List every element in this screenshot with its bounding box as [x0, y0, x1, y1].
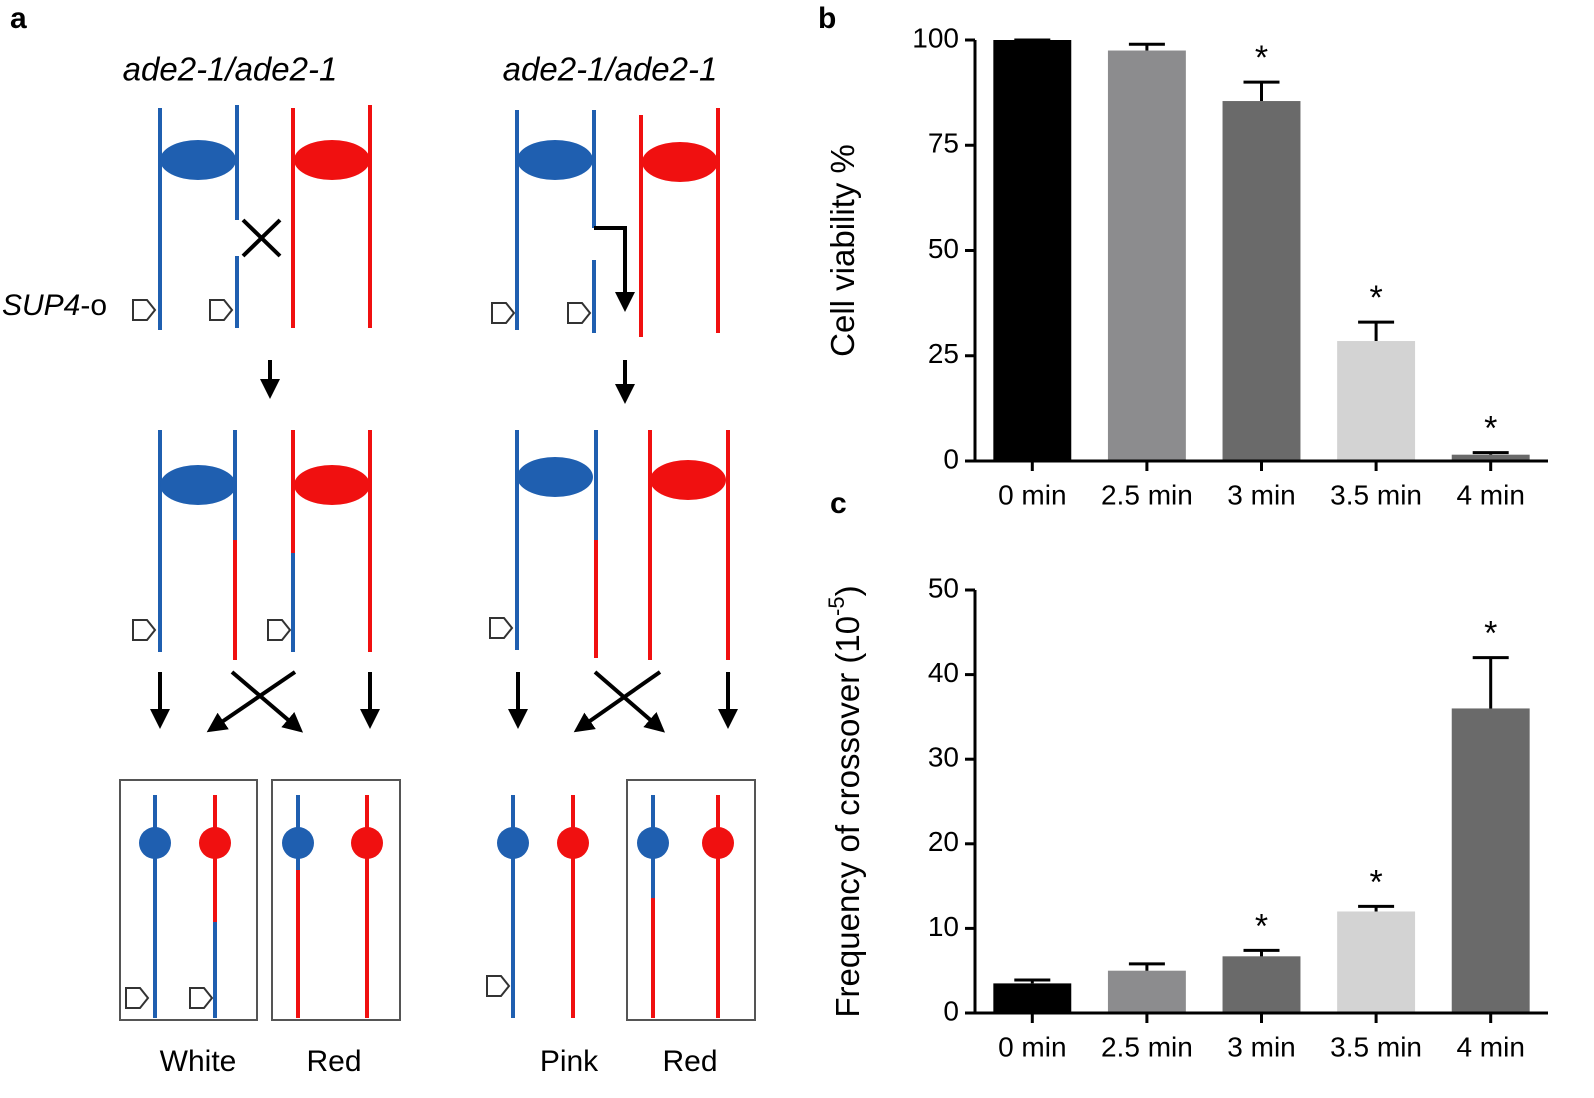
- bar: [1451, 708, 1530, 1013]
- x-tick-label: 0 min: [998, 479, 1066, 510]
- y-axis-label-part: Frequency of crossover (10: [829, 616, 866, 1018]
- y-tick-label: 100: [912, 22, 959, 53]
- error-bar: [1358, 904, 1395, 912]
- y-tick-label: 20: [928, 826, 959, 857]
- outcome-label: White: [160, 1045, 237, 1078]
- outcome-label: Red: [306, 1045, 361, 1078]
- bar: [1337, 911, 1416, 1013]
- bar: [1107, 50, 1186, 462]
- error-bar: [1243, 948, 1280, 957]
- bar: [1222, 956, 1301, 1013]
- significance-mark: *: [1255, 907, 1268, 945]
- panel-label: c: [830, 487, 847, 520]
- y-tick-label: 0: [943, 443, 959, 474]
- y-tick-label: 75: [928, 128, 959, 159]
- y-axis-label-part: -5: [824, 596, 849, 616]
- y-tick-label: 40: [928, 657, 959, 688]
- bar: [1337, 341, 1416, 461]
- x-tick-label: 4 min: [1456, 1031, 1524, 1062]
- x-tick-label: 2.5 min: [1101, 1031, 1193, 1062]
- panel-label: a: [10, 2, 27, 35]
- diagram-title: ade2-1/ade2-1: [123, 51, 338, 88]
- x-tick-label: 4 min: [1456, 479, 1524, 510]
- y-axis-label: Cell viability %: [824, 144, 861, 357]
- diagram: ade2-1/ade2-1 ade2-1/ade2-1 SUP4-o: [2, 51, 756, 1078]
- significance-mark: *: [1484, 615, 1497, 653]
- y-tick-label: 0: [943, 995, 959, 1026]
- significance-mark: *: [1484, 410, 1497, 448]
- bar: [993, 40, 1072, 461]
- x-tick-label: 3.5 min: [1330, 479, 1422, 510]
- bar: [993, 983, 1072, 1013]
- diagram-title: ade2-1/ade2-1: [503, 51, 718, 88]
- bar: [1107, 970, 1186, 1013]
- marker-label: SUP4-o: [2, 289, 107, 322]
- y-axis-label: Frequency of crossover (10-5): [824, 585, 866, 1017]
- significance-mark: *: [1369, 279, 1382, 317]
- x-tick-label: 0 min: [998, 1031, 1066, 1062]
- error-bar: [1472, 451, 1509, 455]
- bar: [1222, 101, 1301, 462]
- significance-mark: *: [1369, 863, 1382, 901]
- y-axis-label-part: ): [829, 585, 866, 596]
- x-tick-label: 3 min: [1227, 1031, 1295, 1062]
- x-tick-label: 3.5 min: [1330, 1031, 1422, 1062]
- bar: [1451, 454, 1530, 461]
- error-bar: [1472, 656, 1509, 709]
- error-bar: [1128, 42, 1165, 51]
- error-bar: [1128, 962, 1165, 971]
- error-bar: [1243, 80, 1280, 102]
- y-tick-label: 10: [928, 911, 959, 942]
- error-bar: [1358, 320, 1395, 342]
- significance-mark: *: [1255, 39, 1268, 77]
- outcome-label: Pink: [540, 1045, 599, 1078]
- panel-label: b: [818, 2, 836, 35]
- y-axis-label-part: Cell viability %: [824, 144, 861, 357]
- y-tick-label: 25: [928, 338, 959, 369]
- y-tick-label: 30: [928, 742, 959, 773]
- y-tick-label: 50: [928, 233, 959, 264]
- error-bar: [1014, 978, 1051, 984]
- outcome-label: Red: [662, 1045, 717, 1078]
- x-tick-label: 3 min: [1227, 479, 1295, 510]
- y-tick-label: 50: [928, 572, 959, 603]
- x-tick-label: 2.5 min: [1101, 479, 1193, 510]
